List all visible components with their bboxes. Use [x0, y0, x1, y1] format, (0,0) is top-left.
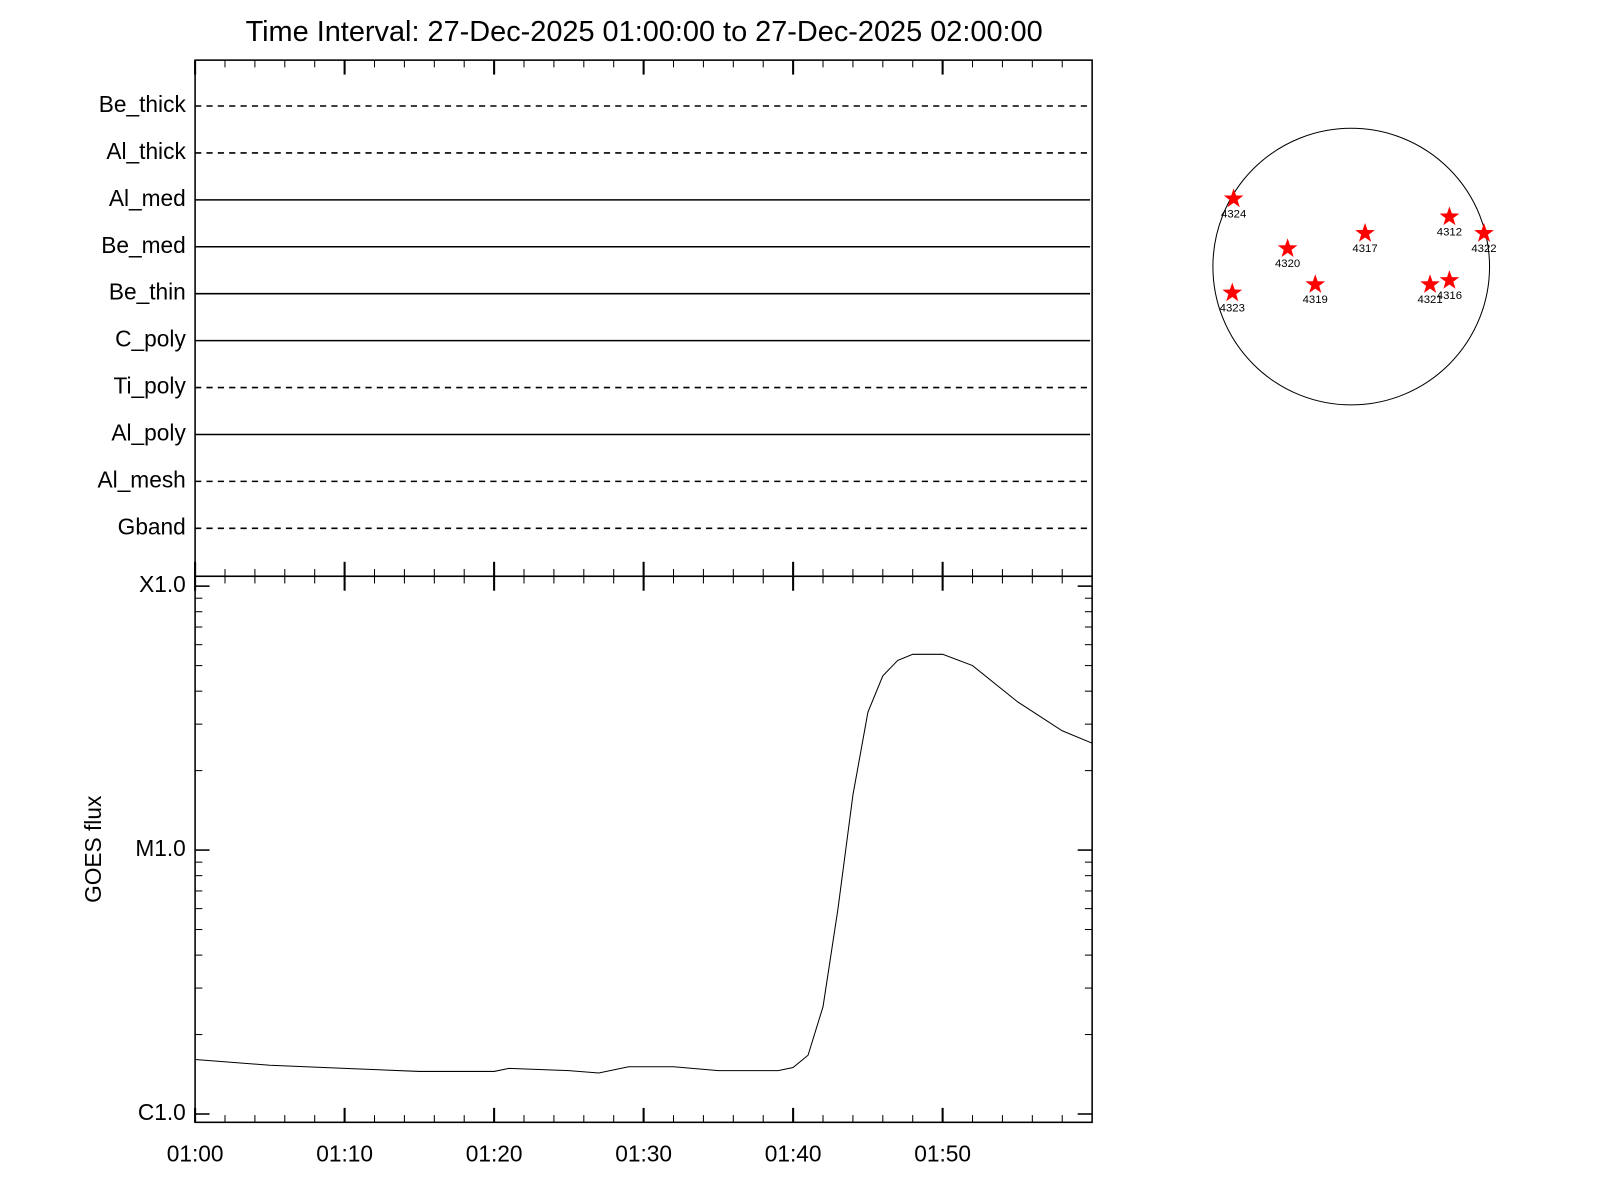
region-label: 4319: [1303, 294, 1328, 306]
filter-label: Gband: [118, 513, 186, 539]
y-tick-label: X1.0: [139, 571, 186, 597]
x-tick-label: 01:20: [466, 1140, 523, 1166]
filter-label: Al_poly: [111, 419, 186, 445]
x-tick-label: 01:40: [765, 1140, 822, 1166]
filter-label: C_poly: [115, 326, 186, 352]
flux-panel-frame: [194, 575, 1093, 1124]
region-label: 4322: [1471, 243, 1496, 255]
filter-label: Be_thin: [109, 279, 186, 305]
region-star: [1222, 282, 1243, 302]
filter-label: Be_thick: [99, 91, 187, 117]
filter-panel-frame: [194, 59, 1093, 578]
region-label: 4312: [1437, 226, 1462, 238]
x-tick-label: 01:10: [316, 1140, 373, 1166]
region-star: [1420, 274, 1440, 293]
filter-label: Al_thick: [106, 138, 186, 164]
filter-label: Al_med: [109, 185, 186, 211]
y-tick-label: M1.0: [135, 835, 185, 861]
y-tick-label: C1.0: [138, 1099, 186, 1125]
solar-disk: [1212, 127, 1491, 406]
filter-label: Ti_poly: [114, 373, 187, 399]
region-star: [1277, 238, 1298, 257]
filter-label: Be_med: [101, 232, 186, 258]
filter-label: Al_mesh: [98, 466, 186, 492]
y-axis-label: GOES flux: [80, 795, 106, 903]
region-label: 4321: [1417, 294, 1442, 306]
x-tick-label: 01:30: [615, 1140, 672, 1166]
region-label: 4320: [1275, 258, 1300, 270]
chart-title: Time Interval: 27-Dec-2025 01:00:00 to 2…: [246, 16, 1043, 48]
region-label: 4317: [1352, 243, 1377, 255]
region-star: [1474, 223, 1494, 242]
region-star: [1305, 274, 1326, 293]
x-tick-label: 01:50: [914, 1140, 971, 1166]
region-star: [1439, 206, 1460, 226]
region-label: 4323: [1220, 302, 1245, 314]
region-label: 4324: [1221, 208, 1246, 220]
region-star: [1439, 270, 1460, 289]
region-label: 4316: [1437, 290, 1462, 302]
x-tick-label: 01:00: [167, 1140, 224, 1166]
region-star: [1355, 223, 1375, 242]
region-star: [1223, 188, 1244, 208]
flux-line: [195, 653, 1093, 1074]
